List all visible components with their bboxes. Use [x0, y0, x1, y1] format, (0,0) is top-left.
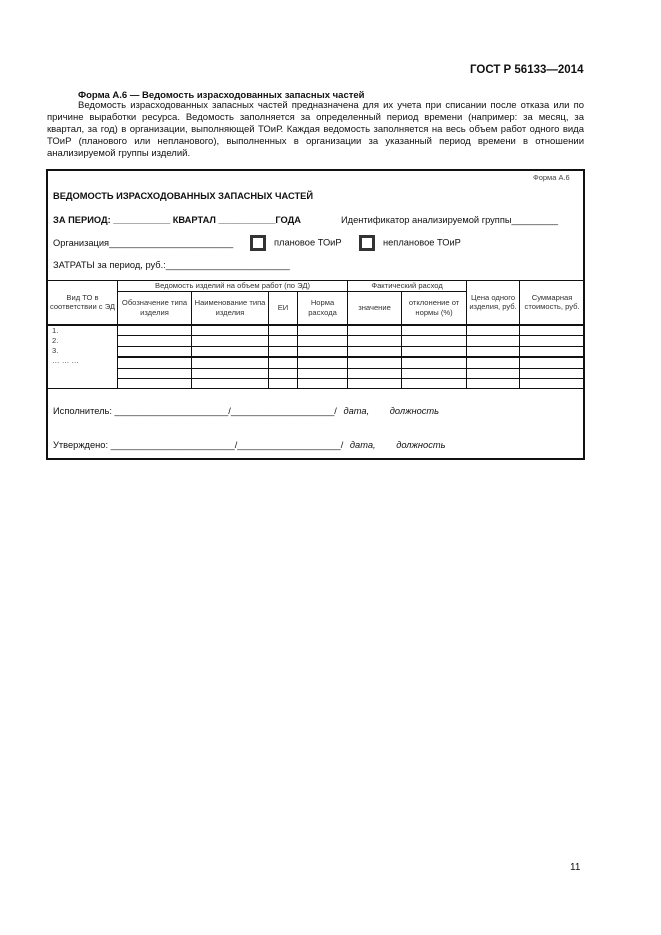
cell[interactable] — [117, 368, 192, 379]
cell[interactable] — [466, 368, 521, 379]
cell[interactable] — [268, 368, 298, 379]
cell[interactable] — [117, 378, 192, 389]
list-item: 2. — [52, 335, 59, 345]
cell[interactable] — [268, 378, 298, 389]
executor-field[interactable]: Исполнитель: ______________________/____… — [53, 406, 337, 416]
list-item: 1. — [52, 325, 59, 335]
cell[interactable] — [401, 334, 468, 347]
cell[interactable] — [191, 355, 269, 369]
cell[interactable] — [466, 334, 521, 347]
table-row — [48, 355, 586, 369]
cell[interactable] — [117, 355, 192, 369]
form-heading: Форма А.6 — Ведомость израсходованных за… — [78, 90, 365, 101]
checkbox-icon[interactable] — [359, 235, 375, 251]
parts-table: Вид ТО в соответствии с ЭД Ведомость изд… — [47, 280, 586, 389]
date-label: дата, — [343, 406, 370, 416]
cell[interactable] — [268, 323, 298, 336]
cell[interactable] — [347, 345, 403, 357]
cell[interactable] — [401, 378, 468, 389]
header-value: значение — [347, 290, 403, 325]
list-item: … … … — [52, 355, 80, 365]
cell[interactable] — [519, 355, 586, 369]
cell[interactable] — [466, 355, 521, 369]
cell[interactable] — [117, 323, 192, 336]
cell[interactable] — [191, 368, 269, 379]
date-label: дата, — [349, 440, 376, 450]
checkbox-icon[interactable] — [250, 235, 266, 251]
cell[interactable] — [191, 378, 269, 389]
cell[interactable] — [347, 334, 403, 347]
header-name: Наименование типа изделия — [191, 290, 269, 325]
cell[interactable] — [347, 355, 403, 369]
organization-field[interactable]: Организация________________________ — [53, 238, 234, 248]
header-deviation: отклонение от нормы (%) — [401, 290, 468, 325]
header-price: Цена одного изделия, руб. — [466, 280, 521, 325]
cell[interactable] — [401, 323, 468, 336]
form-title: ВЕДОМОСТЬ ИЗРАСХОДОВАННЫХ ЗАПАСНЫХ ЧАСТЕ… — [53, 191, 314, 201]
cell[interactable] — [401, 368, 468, 379]
table-row — [48, 368, 586, 379]
cell[interactable] — [401, 345, 468, 357]
header-group-actual: Фактический расход — [347, 280, 468, 292]
cell[interactable] — [466, 323, 521, 336]
cell[interactable] — [296, 345, 349, 357]
table-row — [48, 378, 586, 389]
cell[interactable] — [466, 345, 521, 357]
cell[interactable] — [268, 345, 298, 357]
cell[interactable] — [296, 334, 349, 347]
cell[interactable] — [347, 368, 403, 379]
cell[interactable] — [519, 323, 586, 336]
cell[interactable] — [466, 378, 521, 389]
cell[interactable] — [347, 378, 403, 389]
list-item: 3. — [52, 345, 59, 355]
intro-paragraph: Ведомость израсходованных запасных часте… — [47, 100, 584, 159]
table-row — [48, 334, 586, 347]
table-row: 1. 2. 3. … … … — [47, 323, 586, 389]
period-field[interactable]: ЗА ПЕРИОД: ___________ КВАРТАЛ _________… — [53, 215, 301, 225]
planned-option[interactable]: плановое ТОиР — [250, 235, 342, 251]
cell[interactable] — [519, 378, 586, 389]
cell[interactable] — [117, 345, 192, 357]
cell[interactable] — [401, 355, 468, 369]
type-list[interactable]: 1. 2. 3. … … … — [47, 323, 118, 389]
cell[interactable] — [296, 355, 349, 369]
executor-signature[interactable]: Исполнитель: ______________________/____… — [53, 406, 439, 416]
cell[interactable] — [191, 334, 269, 347]
cell[interactable] — [296, 323, 349, 336]
header-group-items: Ведомость изделий на объем работ (по ЭД) — [116, 280, 349, 292]
header-norm: Норма расхода — [296, 290, 349, 325]
cell[interactable] — [519, 368, 586, 379]
unplanned-option[interactable]: неплановое ТОиР — [359, 235, 461, 251]
position-label: должность — [396, 440, 446, 450]
cell[interactable] — [268, 355, 298, 369]
standard-number: ГОСТ Р 56133—2014 — [470, 64, 584, 76]
cell[interactable] — [519, 334, 586, 347]
position-label: должность — [389, 406, 440, 416]
table-row — [48, 345, 586, 357]
group-id-field[interactable]: Идентификатор анализируемой группы______… — [341, 215, 559, 225]
costs-field[interactable]: ЗАТРАТЫ за период, руб.:________________… — [53, 260, 290, 270]
planned-label: плановое ТОиР — [274, 237, 342, 248]
header-total: Суммарная стоимость, руб. — [519, 280, 586, 325]
header-unit: ЕИ — [268, 290, 298, 325]
unplanned-label: неплановое ТОиР — [383, 237, 461, 248]
header-type: Вид ТО в соответствии с ЭД — [47, 280, 118, 325]
page-number: 11 — [570, 862, 581, 873]
cell[interactable] — [347, 323, 403, 336]
cell[interactable] — [191, 323, 269, 336]
cell[interactable] — [268, 334, 298, 347]
form-label: Форма А.6 — [533, 173, 570, 182]
cell[interactable] — [191, 345, 269, 357]
approved-field[interactable]: Утверждено: ________________________/___… — [53, 440, 344, 450]
cell[interactable] — [519, 345, 586, 357]
header-designation: Обозначение типа изделия — [117, 290, 192, 325]
cell[interactable] — [296, 368, 349, 379]
cell[interactable] — [117, 334, 192, 347]
cell[interactable] — [296, 378, 349, 389]
approved-signature[interactable]: Утверждено: ________________________/___… — [53, 440, 446, 450]
